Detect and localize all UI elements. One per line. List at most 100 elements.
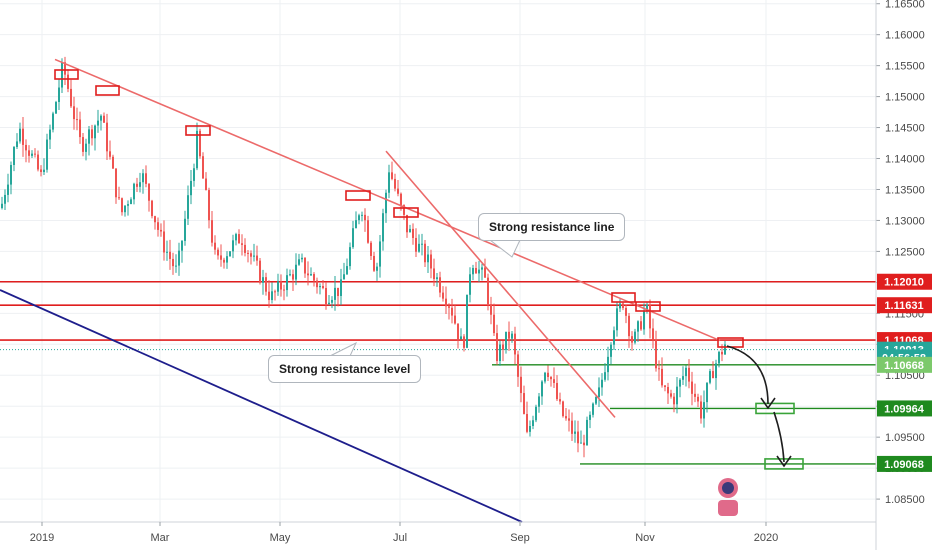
candle-body (97, 120, 99, 126)
candle-body (439, 277, 441, 293)
touch-highlight-box (185, 125, 211, 136)
candle-body (655, 339, 657, 369)
candle-body (601, 379, 603, 388)
logo-base (718, 500, 738, 516)
candle-body (712, 371, 714, 379)
candle-body (691, 381, 693, 394)
candle-body (1, 203, 3, 209)
candle-body (715, 363, 717, 379)
candle-body (709, 371, 711, 383)
candle-body (448, 306, 450, 308)
candle-body (232, 240, 234, 252)
price-tags: 1.120101.116311.110681.1091304:56:581.10… (877, 273, 932, 472)
y-tick-label: 1.10500 (885, 370, 925, 382)
x-tick-label: 2019 (30, 532, 54, 544)
candle-body (724, 344, 726, 355)
candle-body (496, 333, 498, 362)
candle-body (703, 402, 705, 419)
candle-body (37, 154, 39, 170)
candle-body (13, 146, 15, 165)
candle-body (574, 431, 576, 434)
candle-body (184, 218, 186, 241)
candle-body (43, 169, 45, 173)
price-tag-label: 1.09964 (884, 403, 925, 415)
candle-body (592, 403, 594, 415)
candle-body (337, 287, 339, 296)
candle-body (202, 156, 204, 179)
candle-body (58, 87, 60, 103)
time-axis: 2019 Mar May Jul Sep Nov 2020 (0, 521, 876, 544)
candle-body (445, 298, 447, 307)
candle-body (421, 243, 423, 245)
candle-body (415, 237, 417, 252)
candle-body (238, 234, 240, 244)
candle-body (568, 418, 570, 421)
candle-body (667, 387, 669, 394)
annotation-resistance-line[interactable]: Strong resistance line (478, 213, 626, 241)
candle-body (190, 180, 192, 196)
candle-body (46, 139, 48, 170)
candle-body (637, 321, 639, 332)
candlestick-series (1, 56, 726, 458)
candle-body (319, 286, 321, 288)
candle-body (214, 242, 216, 250)
candle-body (169, 251, 171, 259)
candle-body (325, 288, 327, 305)
candle-body (472, 267, 474, 275)
candle-body (178, 250, 180, 266)
candle-body (400, 193, 402, 206)
candle-body (166, 251, 168, 253)
candle-body (157, 222, 159, 230)
candle-body (121, 198, 123, 213)
candle-body (370, 242, 372, 256)
candle-body (514, 333, 516, 355)
y-tick-label: 1.09500 (885, 432, 925, 444)
price-tag (877, 455, 932, 472)
candle-body (127, 204, 129, 206)
candle-body (271, 291, 273, 301)
candle-body (379, 241, 381, 267)
touch-highlight-box (393, 207, 419, 218)
candle-body (685, 367, 687, 377)
candle-body (247, 252, 249, 254)
candle-body (343, 274, 345, 280)
x-tick-label: Jul (393, 532, 407, 544)
candle-body (4, 194, 6, 204)
price-tag-label: 1.12010 (884, 277, 924, 289)
candle-body (553, 379, 555, 383)
candle-body (562, 401, 564, 417)
candle-body (394, 178, 396, 189)
candle-body (145, 173, 147, 184)
price-tag-label: 1.09068 (884, 459, 924, 471)
annotation-resistance-level[interactable]: Strong resistance level (268, 355, 422, 383)
resistance-trendline (54, 58, 721, 342)
y-tick-label: 1.08500 (885, 494, 925, 506)
candle-body (529, 426, 531, 432)
candle-body (373, 255, 375, 271)
candle-body (367, 220, 369, 243)
candle-body (457, 323, 459, 340)
candle-body (376, 266, 378, 271)
candle-body (538, 396, 540, 407)
candle-body (430, 254, 432, 269)
price-tag (877, 297, 932, 314)
price-tag-label: 1.11631 (884, 300, 923, 312)
candle-body (181, 240, 183, 251)
candle-body (721, 351, 723, 355)
candle-body (262, 277, 264, 283)
candle-body (331, 299, 333, 303)
candle-body (622, 303, 624, 308)
y-tick-label: 1.14500 (885, 123, 925, 135)
candle-body (265, 277, 267, 292)
candle-body (487, 277, 489, 305)
candle-body (613, 330, 615, 345)
candle-body (244, 244, 246, 253)
candle-body (136, 183, 138, 187)
candle-body (511, 333, 513, 339)
candle-body (556, 382, 558, 400)
candle-body (208, 190, 210, 221)
candle-body (466, 294, 468, 348)
candle-body (172, 258, 174, 267)
